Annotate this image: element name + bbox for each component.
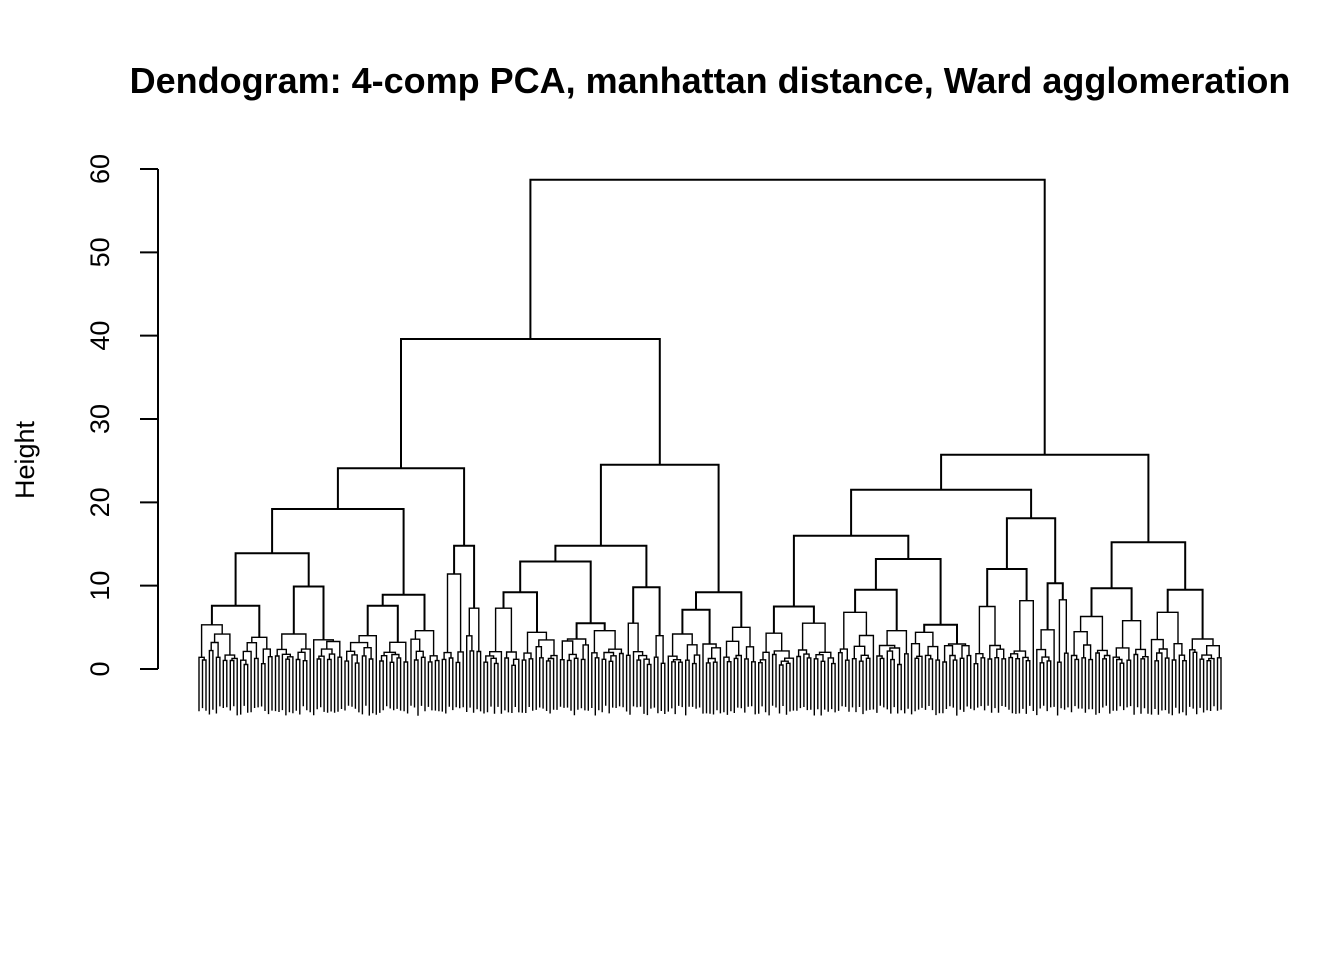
dendrogram-link <box>210 604 261 638</box>
dendrogram-link <box>923 623 958 644</box>
chart-title: Dendogram: 4-comp PCA, manhattan distanc… <box>130 60 1291 101</box>
leaf-cluster <box>240 636 273 715</box>
leaf-cluster <box>1056 599 1069 716</box>
leaf-cluster <box>973 605 1007 713</box>
dendrogram-link <box>502 591 538 633</box>
leaf-cluster <box>1036 629 1055 716</box>
dendrogram-link <box>234 552 310 606</box>
dendrogram-link <box>381 593 426 631</box>
y-tick-label: 30 <box>85 404 115 434</box>
leaf-cluster <box>274 633 311 716</box>
dendrogram-link <box>940 453 1150 543</box>
dendrogram-link <box>681 608 711 644</box>
dendrogram-link <box>453 544 476 609</box>
y-tick-label: 60 <box>85 154 115 184</box>
dendrogram-link <box>336 467 466 546</box>
y-tick-label: 20 <box>85 487 115 517</box>
leaf-cluster <box>466 607 482 713</box>
leaf-cluster <box>1150 611 1187 716</box>
leaf-cluster <box>876 630 909 714</box>
leaf-cluster <box>441 573 464 714</box>
dendrogram-link <box>850 488 1033 536</box>
leaf-cluster <box>313 639 343 716</box>
leaf-cluster <box>559 638 589 716</box>
leaf-cluster <box>702 643 722 715</box>
dendrogram-link <box>1110 541 1187 590</box>
dendrogram-link <box>529 178 1046 455</box>
leaf-cluster <box>379 641 409 714</box>
y-axis: 0 10 20 30 40 50 60 <box>85 154 159 677</box>
leaf-branches <box>198 573 1222 716</box>
leaf-cluster <box>1189 638 1222 715</box>
leaf-cluster <box>942 643 972 716</box>
dendrogram-link <box>366 604 399 643</box>
dendrogram-link <box>792 534 910 607</box>
leaf-cluster <box>625 622 652 716</box>
leaf-cluster <box>198 624 238 716</box>
dendrogram-link <box>632 586 661 636</box>
dendrogram-link <box>1046 582 1064 630</box>
dendrogram-link <box>292 585 325 640</box>
dendrogram-link <box>854 588 898 631</box>
y-tick-label: 50 <box>85 237 115 267</box>
dendrogram-link <box>874 558 942 625</box>
leaf-cluster <box>653 635 666 714</box>
leaf-cluster <box>796 622 836 716</box>
leaf-cluster <box>591 630 624 716</box>
y-tick-label: 0 <box>85 661 115 676</box>
dendrogram-link <box>271 508 405 595</box>
leaf-cluster <box>410 630 440 716</box>
leaf-cluster <box>758 632 795 716</box>
leaf-cluster <box>1070 615 1111 715</box>
leaf-cluster <box>344 635 377 716</box>
dendrogram-link <box>599 463 720 593</box>
leaf-cluster <box>1008 600 1034 714</box>
dendrogram-link <box>772 605 815 634</box>
leaf-cluster <box>521 631 558 714</box>
leaf-cluster <box>837 611 875 715</box>
leaf-cluster <box>723 626 756 715</box>
leaf-cluster <box>1112 620 1149 715</box>
dendrogram-link <box>1005 517 1057 584</box>
leaf-cluster <box>667 633 701 716</box>
y-tick-label: 40 <box>85 321 115 351</box>
dendrogram-link <box>1166 588 1204 639</box>
leaf-cluster <box>910 631 941 716</box>
y-tick-label: 10 <box>85 571 115 601</box>
dendrogram-link <box>554 544 648 588</box>
dendrogram-tree <box>198 178 1222 716</box>
dendrogram-link <box>400 338 661 469</box>
leaf-cluster <box>483 607 520 714</box>
y-axis-label: Height <box>10 420 40 499</box>
